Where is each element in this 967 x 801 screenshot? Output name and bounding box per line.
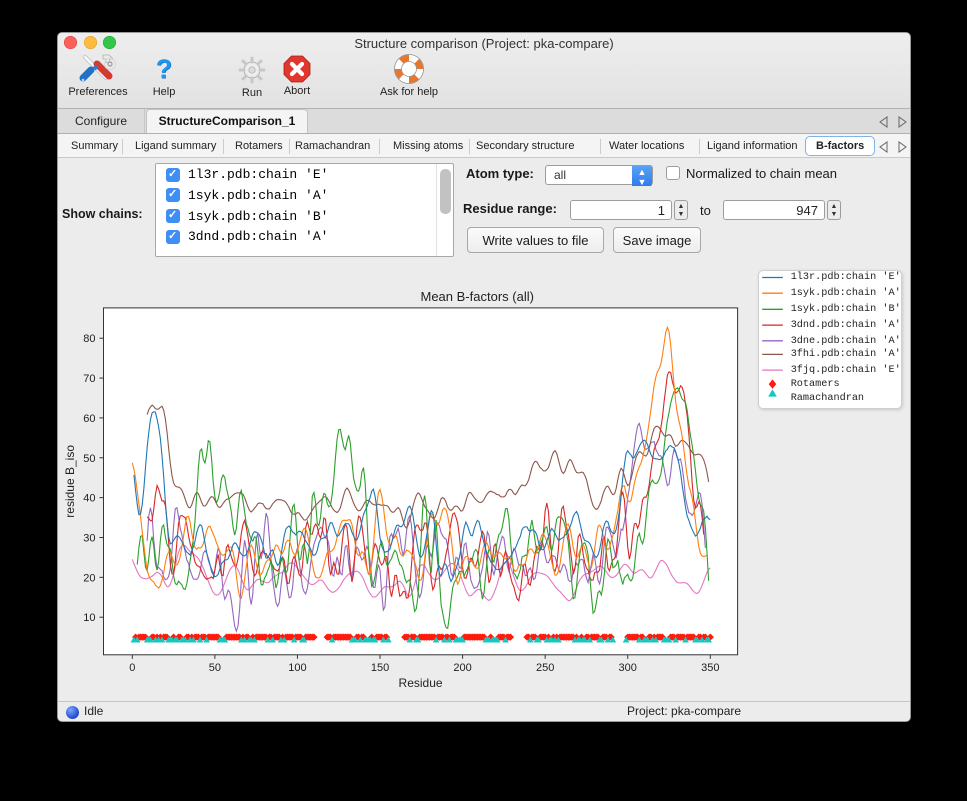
svg-text:0: 0: [129, 662, 135, 674]
svg-text:50: 50: [83, 453, 95, 465]
svg-text:150: 150: [371, 662, 389, 674]
svg-text:residue B_iso: residue B_iso: [63, 445, 77, 518]
svg-text:Mean B-factors (all): Mean B-factors (all): [421, 289, 534, 304]
svg-text:40: 40: [83, 493, 95, 505]
svg-text:50: 50: [209, 662, 221, 674]
svg-text:200: 200: [453, 662, 471, 674]
svg-text:60: 60: [83, 413, 95, 425]
svg-text:100: 100: [288, 662, 306, 674]
svg-text:20: 20: [83, 573, 95, 585]
svg-text:10: 10: [83, 612, 95, 624]
svg-text:250: 250: [536, 662, 554, 674]
svg-text:70: 70: [83, 373, 95, 385]
svg-text:Residue: Residue: [399, 676, 443, 690]
svg-text:30: 30: [83, 533, 95, 545]
svg-text:350: 350: [701, 662, 719, 674]
svg-text:300: 300: [619, 662, 637, 674]
svg-text:80: 80: [83, 333, 95, 345]
